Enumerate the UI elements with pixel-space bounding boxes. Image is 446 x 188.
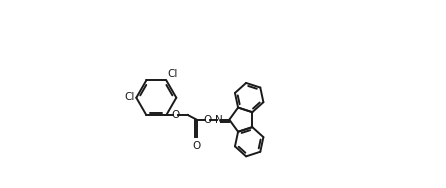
- Text: O: O: [203, 115, 211, 125]
- Text: O: O: [171, 110, 179, 120]
- Text: Cl: Cl: [124, 92, 135, 102]
- Text: O: O: [193, 141, 201, 151]
- Text: Cl: Cl: [168, 69, 178, 79]
- Text: N: N: [215, 115, 223, 125]
